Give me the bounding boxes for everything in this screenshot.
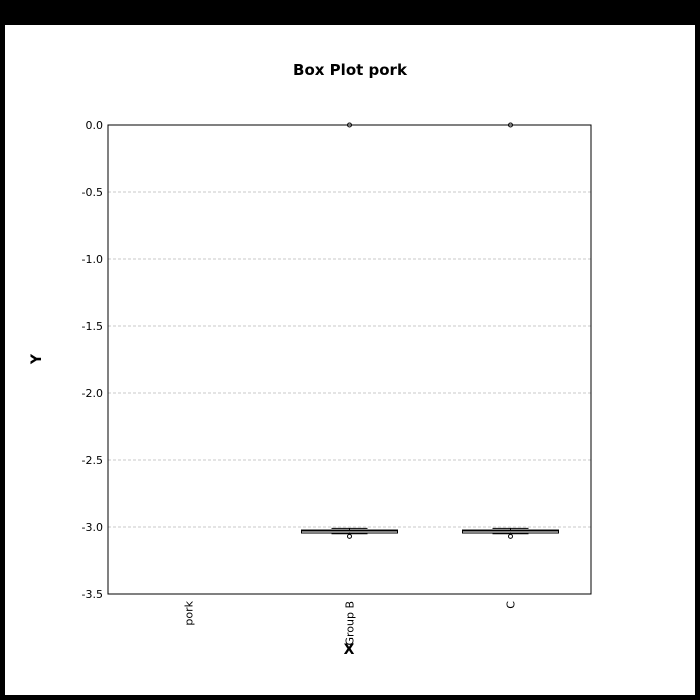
y-axis-label: Y bbox=[29, 353, 45, 365]
plot-area-border bbox=[107, 124, 592, 595]
y-tick-label: -2.0 bbox=[82, 387, 103, 400]
y-axis-ticks: 0.0 -0.5 -1.0 -1.5 -2.0 -2.5 -3.0 -3.5 bbox=[82, 119, 103, 601]
outlier-point bbox=[508, 533, 513, 539]
box-layer bbox=[301, 122, 559, 539]
y-tick-label: 0.0 bbox=[86, 119, 104, 132]
chart-frame bbox=[5, 25, 695, 695]
x-tick-label: Group B bbox=[344, 601, 357, 646]
y-tick-label: -2.5 bbox=[82, 454, 103, 467]
x-axis-ticks: pork Group B C bbox=[183, 600, 518, 645]
x-tick-label: C bbox=[505, 601, 518, 609]
y-tick-label: -3.0 bbox=[82, 521, 103, 534]
box-3 bbox=[462, 122, 559, 539]
y-tick-label: -1.5 bbox=[82, 320, 103, 333]
box-2 bbox=[301, 122, 398, 539]
y-tick-label: -1.0 bbox=[82, 253, 103, 266]
grid-lines bbox=[108, 191, 591, 528]
x-axis-label: X bbox=[344, 642, 355, 658]
chart-title: Box Plot pork bbox=[293, 61, 408, 79]
y-tick-label: -3.5 bbox=[82, 588, 103, 601]
x-tick-label: pork bbox=[183, 600, 196, 625]
outlier-point bbox=[347, 533, 352, 539]
y-tick-label: -0.5 bbox=[82, 186, 103, 199]
